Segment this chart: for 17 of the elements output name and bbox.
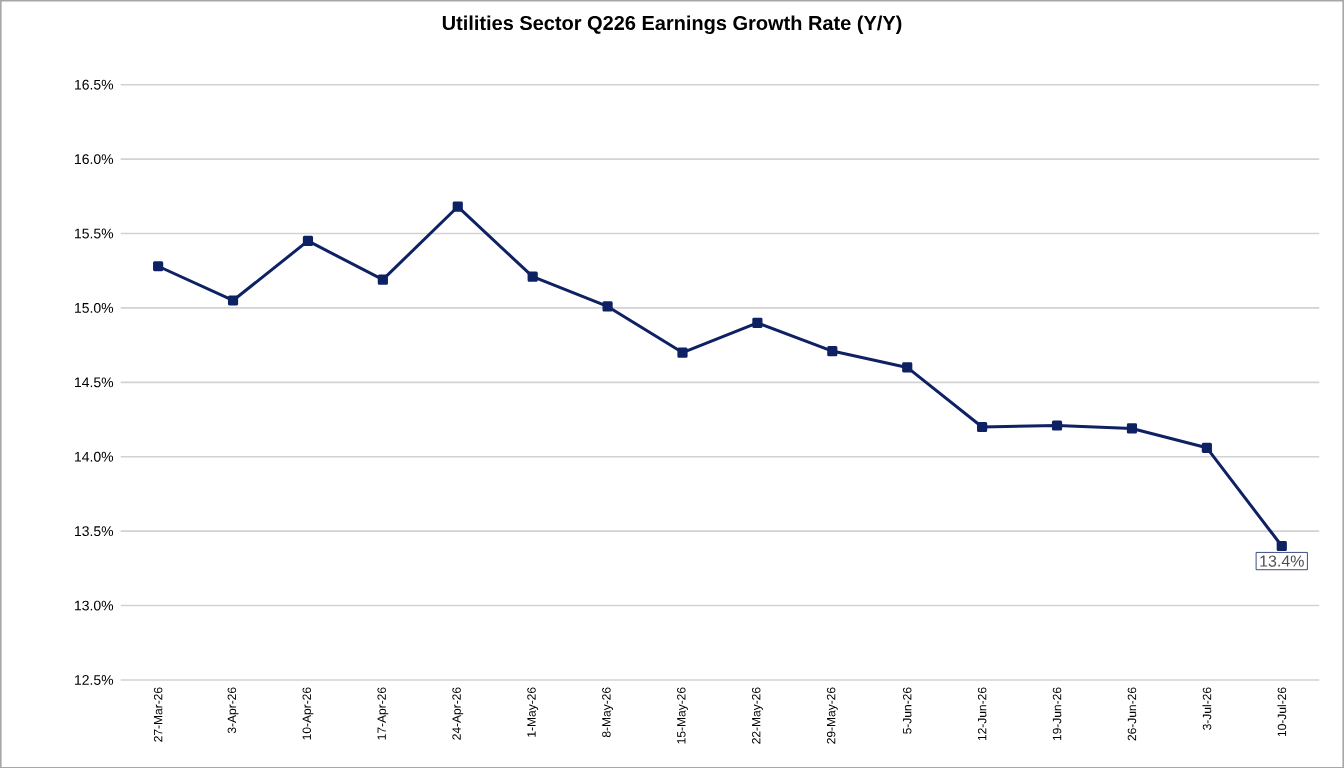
point	[977, 421, 988, 432]
point	[377, 274, 388, 285]
point	[752, 317, 763, 328]
point	[1051, 420, 1063, 431]
point	[902, 362, 913, 373]
point	[302, 235, 314, 246]
point	[1126, 423, 1138, 434]
point	[1276, 540, 1287, 551]
point	[602, 301, 613, 312]
point	[452, 201, 463, 212]
chart-title: Utilities Sector Q226 Earnings Growth Rate (Y/Y)	[442, 15, 902, 34]
point	[1201, 442, 1212, 453]
point	[227, 295, 239, 306]
point	[677, 347, 688, 358]
point	[527, 271, 538, 282]
point	[827, 345, 838, 356]
point	[153, 260, 164, 272]
